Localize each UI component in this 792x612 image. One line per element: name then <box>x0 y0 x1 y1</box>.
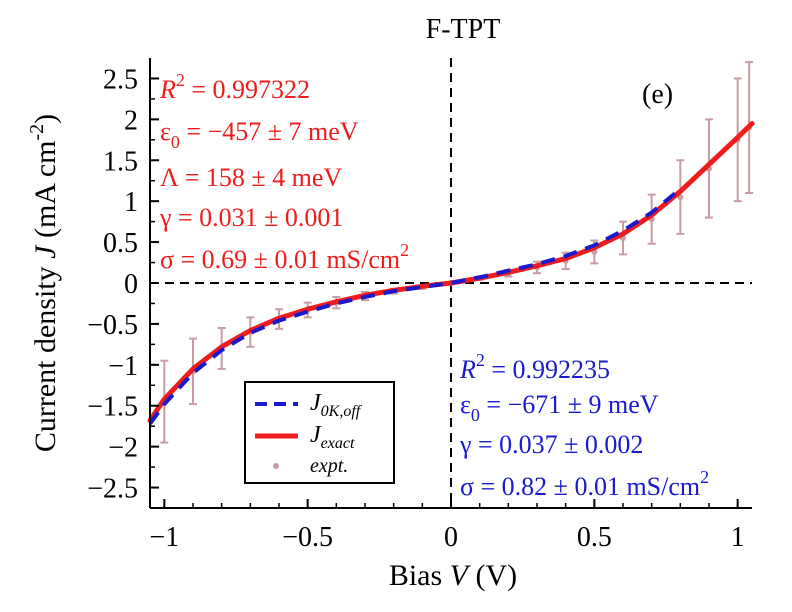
y-tick-label: 0 <box>124 269 138 300</box>
plot-area <box>147 61 755 444</box>
y-axis-title-unit: (mA cm <box>29 141 62 246</box>
annotation-red-line: σ = 0.69 ± 0.01 mS/cm2 <box>160 240 409 274</box>
x-tick-label: −0.5 <box>282 522 333 553</box>
y-tick-label: −0.5 <box>87 310 138 341</box>
annotation-blue-line: σ = 0.82 ± 0.01 mS/cm2 <box>460 467 709 501</box>
panel-label: (e) <box>642 79 673 110</box>
x-axis-title: Bias V (V) <box>389 559 517 592</box>
y-tick-label: 1 <box>124 187 138 218</box>
annotation-red-line: ε0 = −457 ± 7 meV <box>160 117 359 152</box>
y-tick-label: 2 <box>124 105 138 136</box>
legend-label: J0K,off <box>310 390 363 420</box>
y-tick-label: −2 <box>108 433 138 464</box>
x-tick-label: −1 <box>149 522 179 553</box>
annotation-red-line: γ = 0.031 ± 0.001 <box>159 203 343 232</box>
y-tick-label: −2.5 <box>87 474 138 505</box>
y-axis-title-exp: -2 <box>26 124 48 141</box>
y-tick-label: 2.5 <box>103 64 138 95</box>
x-axis-title-prefix: Bias <box>389 559 450 592</box>
chart-title: F-TPT <box>426 14 501 45</box>
annotation-blue-line: R2 = 0.992235 <box>459 350 610 384</box>
series-line-j-0k-off <box>148 187 682 425</box>
y-tick-label: 1.5 <box>103 146 138 177</box>
y-axis-title-close: ) <box>29 114 62 124</box>
y-axis-title-var: J <box>29 244 62 259</box>
annotation-blue-line: γ = 0.037 ± 0.002 <box>459 430 643 459</box>
x-axis-title-unit: (V) <box>468 559 517 592</box>
legend-swatch-expt <box>273 463 279 469</box>
annotations: R2 = 0.997322 ε0 = −457 ± 7 meV Λ = 158 ± … <box>159 70 709 501</box>
y-tick-label: −1 <box>108 351 138 382</box>
y-tick-label: −1.5 <box>87 392 138 423</box>
series-line-j-exact <box>147 121 755 423</box>
legend-box <box>244 381 395 484</box>
x-tick-label: 1 <box>731 522 745 553</box>
y-tick-label: 0.5 <box>103 228 138 259</box>
x-axis-title-var: V <box>450 559 472 592</box>
x-tick-label: 0.5 <box>577 522 612 553</box>
annotation-red-line: Λ = 158 ± 4 meV <box>160 163 342 192</box>
x-tick-label: 0 <box>444 522 458 553</box>
legend-label: Jexact <box>310 422 355 452</box>
annotation-red-line: R2 = 0.997322 <box>159 70 310 104</box>
axes: −1 −0.5 0 0.5 1 −2.5 −2 −1.5 −1 −0.5 0 0.5 1 1.5 2 2.5 <box>87 58 752 553</box>
annotation-blue-line: ε0 = −671 ± 9 meV <box>460 390 659 425</box>
legend-label: expt. <box>310 455 348 477</box>
y-axis-title-prefix: Current density <box>29 259 62 452</box>
y-axis-title: Current density J (mA cm-2) <box>26 114 62 452</box>
